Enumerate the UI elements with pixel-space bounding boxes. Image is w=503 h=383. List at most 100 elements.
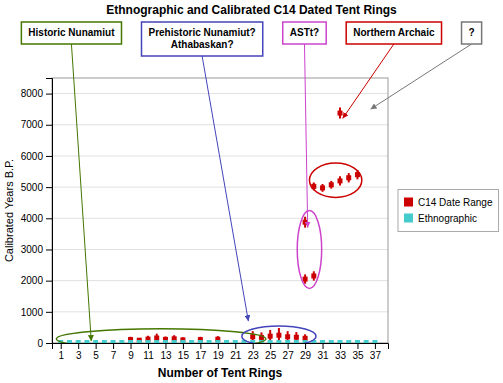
x-tick-label: 27 — [283, 350, 295, 361]
annotation-box — [21, 22, 121, 44]
x-tick-label: 1 — [58, 350, 64, 361]
x-tick-mark — [183, 343, 184, 349]
y-tick-label: 1000 — [21, 307, 44, 318]
x-tick: 29 — [300, 343, 312, 361]
point — [93, 340, 98, 343]
point — [294, 335, 299, 340]
y-tick-mark — [46, 281, 52, 282]
y-tick-mark — [46, 156, 52, 157]
x-tick: 23 — [248, 343, 260, 361]
grid-line — [52, 218, 388, 219]
x-tick: 1 — [58, 343, 64, 361]
x-tick-mark — [218, 343, 219, 349]
annotation: ? — [462, 22, 482, 44]
y-tick-mark — [46, 249, 52, 250]
x-tick-mark — [375, 343, 376, 349]
point — [76, 340, 81, 343]
x-tick: 21 — [230, 343, 242, 361]
y-tick-label: 4000 — [21, 213, 44, 224]
x-tick-label: 25 — [265, 350, 277, 361]
x-tick-label: 31 — [317, 350, 329, 361]
x-tick: 37 — [370, 343, 382, 361]
annotation-box — [141, 22, 262, 56]
y-tick-label: 8000 — [21, 88, 44, 99]
x-tick-mark — [323, 343, 324, 349]
annotation-text: Prehistoric Nunamiut?Athabaskan? — [148, 27, 255, 50]
x-tick-mark — [61, 343, 62, 349]
x-tick-label: 15 — [178, 350, 190, 361]
y-tick: 3000 — [21, 244, 52, 255]
point — [137, 340, 142, 343]
point — [233, 340, 238, 343]
point — [355, 340, 360, 343]
y-tick-label: 3000 — [21, 244, 44, 255]
point — [111, 340, 116, 343]
annotation-text: ? — [469, 27, 475, 38]
legend-item: C14 Date Range — [404, 197, 493, 208]
y-tick-label: 7000 — [21, 119, 44, 130]
annotation-text: Historic Nunamiut — [28, 27, 115, 38]
x-tick-label: 23 — [248, 350, 260, 361]
point — [276, 340, 281, 343]
point — [128, 340, 133, 343]
y-tick-mark — [46, 343, 52, 344]
y-tick-mark — [46, 218, 52, 219]
point — [303, 220, 308, 225]
x-tick: 11 — [143, 343, 154, 361]
x-axis-line — [53, 344, 389, 350]
point — [346, 175, 351, 180]
x-tick-label: 33 — [335, 350, 347, 361]
annotation: Prehistoric Nunamiut?Athabaskan? — [141, 22, 262, 56]
ellipse — [242, 326, 316, 343]
y-tick-label: 6000 — [21, 151, 44, 162]
point — [154, 340, 159, 343]
point — [329, 182, 334, 187]
title: Ethnographic and Calibrated C14 Dated Te… — [106, 3, 397, 17]
point — [276, 333, 281, 338]
y-tick: 6000 — [21, 151, 52, 162]
y-tick: 4000 — [21, 213, 52, 224]
x-tick-label: 13 — [160, 350, 172, 361]
y-tick: 0 — [37, 338, 52, 349]
y-tick: 8000 — [21, 88, 52, 99]
y-tick-label: 0 — [37, 338, 43, 349]
x-tick-label: 3 — [76, 350, 82, 361]
annotation-arrow — [71, 44, 91, 341]
legend-swatch — [404, 198, 413, 207]
point — [163, 340, 168, 343]
x-tick-label: 5 — [93, 350, 99, 361]
grid — [52, 94, 388, 343]
point — [320, 185, 325, 190]
x-tick-mark — [357, 343, 358, 349]
grid-line — [52, 280, 388, 281]
grid-line — [52, 187, 388, 188]
ellipse — [309, 163, 361, 197]
x-tick-mark — [235, 343, 236, 349]
annotation-text: Northern Archaic — [353, 27, 435, 38]
annotation-arrow — [304, 44, 307, 228]
y-axis-line — [46, 79, 53, 344]
annotation-box — [462, 22, 482, 44]
y-tick: 2000 — [21, 275, 52, 286]
y-axis-title: Calibrated Years B.P. — [3, 159, 15, 262]
annotation-arrow — [343, 44, 394, 119]
annotation-arrow — [371, 44, 472, 109]
x-tick-mark — [340, 343, 341, 349]
arrows — [71, 44, 471, 341]
ellipse — [297, 211, 321, 289]
x-tick-label: 17 — [195, 350, 207, 361]
annotation-text: ASTt? — [290, 27, 319, 38]
point — [207, 340, 212, 343]
annotation: Northern Archaic — [346, 22, 441, 44]
point — [268, 340, 273, 343]
annotation-arrow — [202, 56, 248, 321]
legend-frame — [398, 190, 499, 232]
legend-label: C14 Date Range — [418, 197, 493, 208]
point — [198, 340, 203, 343]
y-tick-mark — [46, 187, 52, 188]
point — [338, 340, 343, 343]
x-tick: 27 — [283, 343, 295, 361]
x-tick-label: 19 — [213, 350, 225, 361]
point — [311, 273, 316, 278]
plot: 1357911131517192123252729313335370100020… — [21, 78, 389, 361]
